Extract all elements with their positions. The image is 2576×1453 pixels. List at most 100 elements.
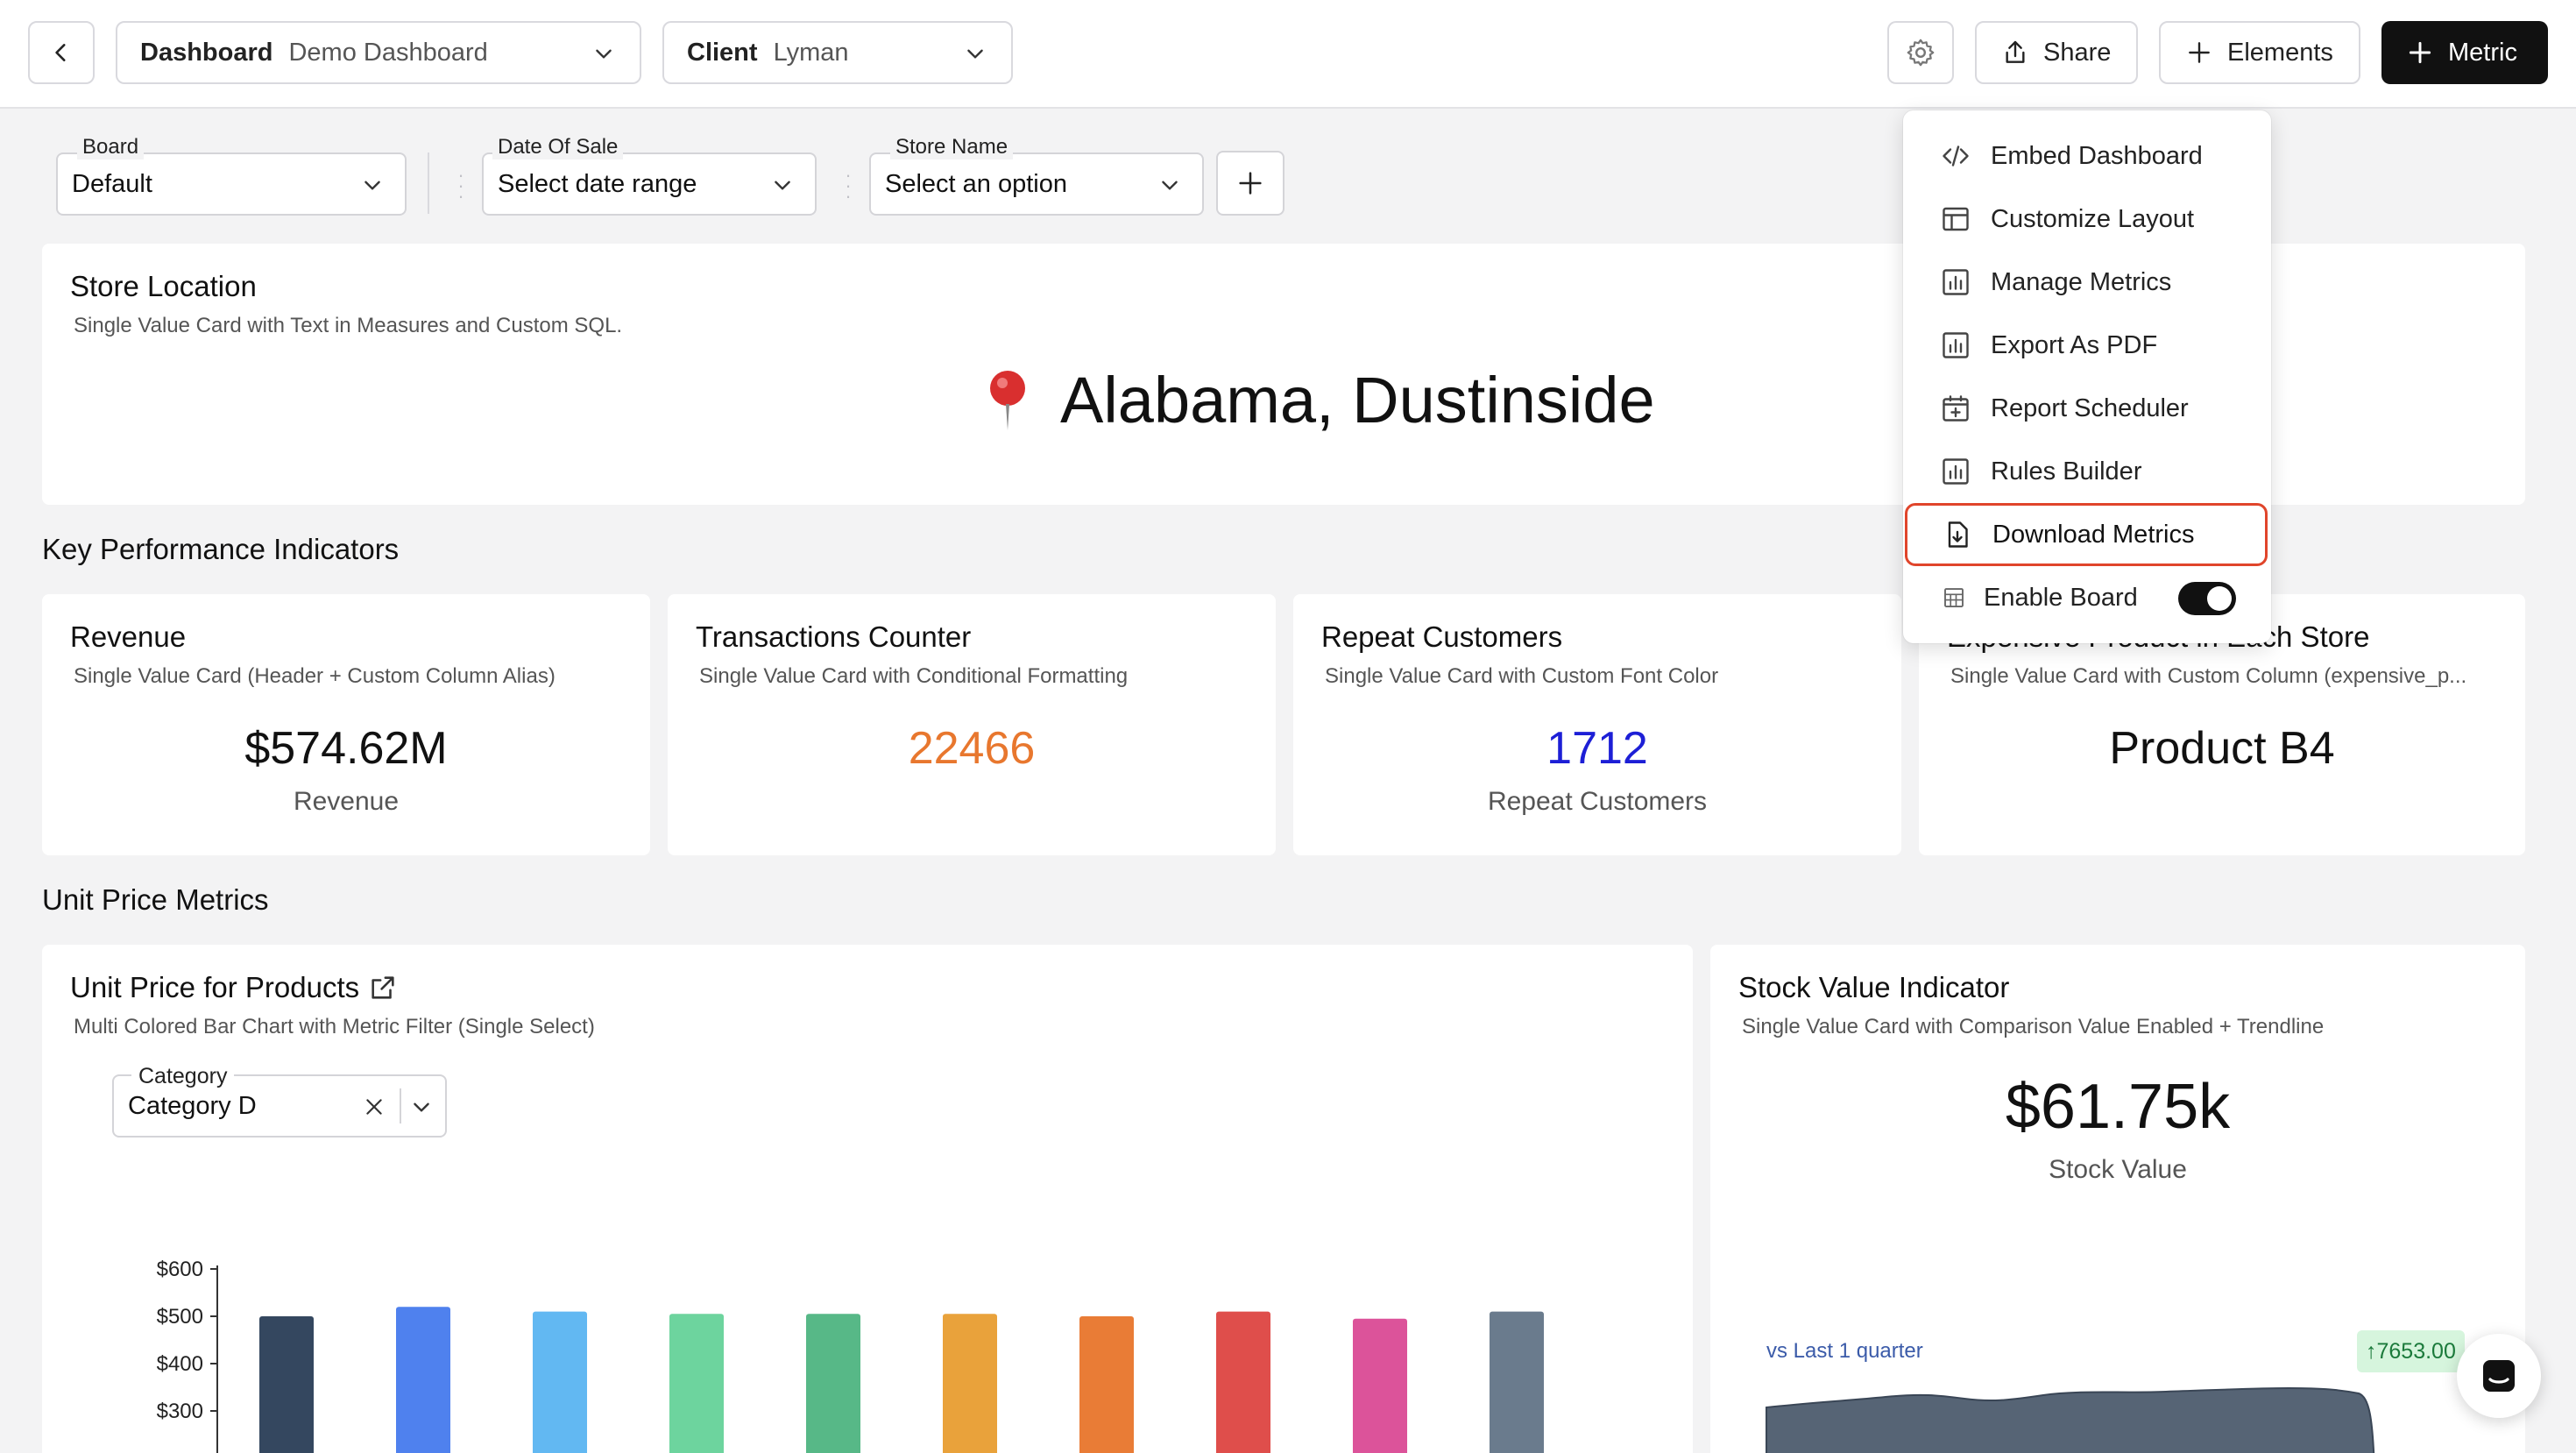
date-of-sale-filter-label: Date Of Sale: [492, 135, 624, 159]
kpi-section-title: Key Performance Indicators: [42, 533, 400, 565]
card-subtitle: Single Value Card with Custom Font Color: [1325, 664, 1719, 688]
top-bar: Dashboard Demo Dashboard Client Lyman Sh…: [0, 0, 2576, 109]
transactions-value: 22466: [908, 723, 1036, 774]
bar[interactable]: [669, 1314, 724, 1453]
store-name-filter-label: Store Name: [890, 135, 1014, 159]
expensive-product-value: Product B4: [2109, 723, 2335, 774]
repeat-customers-card: Repeat Customers Single Value Card with …: [1293, 594, 1901, 855]
code-icon: [1940, 140, 1971, 172]
calendar-plus-icon: [1940, 393, 1971, 424]
add-metric-button[interactable]: Metric: [2381, 21, 2548, 84]
plus-icon: [2409, 41, 2431, 64]
card-title: Stock Value Indicator: [1738, 971, 2010, 1003]
metric-button-label: Metric: [2448, 38, 2517, 67]
transactions-counter-card: Transactions Counter Single Value Card w…: [668, 594, 1276, 855]
chevron-down-icon: [364, 181, 380, 190]
client-select[interactable]: Client Lyman: [662, 21, 1013, 84]
bar[interactable]: [1490, 1311, 1544, 1453]
y-tick-label: $300: [157, 1400, 203, 1423]
card-title-row: Unit Price for Products: [70, 971, 398, 1004]
chat-launcher-button[interactable]: [2457, 1334, 2541, 1418]
delta-badge: ↑7653.00: [2357, 1330, 2465, 1372]
chevron-down-icon: [1162, 181, 1178, 190]
menu-item-embed-dashboard[interactable]: Embed Dashboard: [1903, 124, 2271, 188]
enable-board-toggle[interactable]: [2178, 582, 2236, 615]
plus-icon: [1239, 172, 1262, 195]
add-filter-button[interactable]: [1216, 151, 1284, 216]
stock-value: $61.75k: [2005, 1072, 2231, 1142]
chevron-down-icon[interactable]: [410, 1095, 433, 1118]
card-subtitle: Single Value Card with Conditional Forma…: [699, 664, 1129, 688]
layout-icon: [1940, 203, 1971, 235]
stock-value-label: Stock Value: [2049, 1155, 2187, 1184]
add-elements-button[interactable]: Elements: [2159, 21, 2360, 84]
filter-divider: [428, 152, 429, 214]
card-title: Repeat Customers: [1321, 620, 1563, 653]
category-filter-value: Category D: [128, 1091, 257, 1120]
file-download-icon: [1942, 519, 1973, 550]
menu-item-customize-layout[interactable]: Customize Layout: [1903, 188, 2271, 251]
bar[interactable]: [533, 1311, 587, 1453]
card-title: Unit Price for Products: [70, 971, 360, 1003]
chevron-down-icon: [775, 181, 790, 190]
store-name-filter-value: Select an option: [885, 169, 1067, 198]
unit-price-bar-chart: $600 $500 $400 $300: [157, 1258, 1544, 1453]
chart-icon: [1940, 330, 1971, 361]
card-subtitle: Single Value Card with Text in Measures …: [74, 314, 623, 337]
bar[interactable]: [806, 1314, 860, 1453]
share-button-label: Share: [2043, 38, 2112, 67]
dashboard-select[interactable]: Dashboard Demo Dashboard: [116, 21, 641, 84]
revenue-value: $574.62M: [244, 723, 448, 774]
revenue-card: Revenue Single Value Card (Header + Cust…: [42, 594, 650, 855]
divider: [400, 1088, 401, 1123]
board-filter-label: Board: [77, 135, 145, 159]
board-icon: [1940, 582, 1968, 613]
bar[interactable]: [943, 1314, 997, 1453]
dashboard-select-value: Demo Dashboard: [288, 38, 488, 67]
menu-item-report-scheduler[interactable]: Report Scheduler: [1903, 377, 2271, 440]
unit-price-card: Unit Price for Products Multi Colored Ba…: [42, 945, 1693, 1453]
y-tick-label: $400: [157, 1352, 203, 1376]
card-subtitle: Single Value Card with Comparison Value …: [1742, 1015, 2325, 1038]
share-button[interactable]: Share: [1975, 21, 2138, 84]
location-text: Alabama, Dustinside: [1060, 364, 1655, 436]
store-name-filter[interactable]: Select an option: [869, 152, 1204, 216]
card-subtitle: Single Value Card (Header + Custom Colum…: [74, 664, 556, 688]
date-of-sale-filter-value: Select date range: [498, 169, 697, 198]
menu-item-export-pdf[interactable]: Export As PDF: [1903, 314, 2271, 377]
drag-handle-icon[interactable]: · · ·: [457, 164, 464, 207]
dashboard-options-menu: Embed Dashboard Customize Layout Manage …: [1903, 110, 2271, 643]
back-button[interactable]: [28, 21, 95, 84]
client-select-label: Client: [687, 38, 758, 67]
stock-value-card: Stock Value Indicator Single Value Card …: [1710, 945, 2525, 1453]
bar[interactable]: [259, 1316, 314, 1453]
share-icon: [2006, 40, 2025, 63]
chart-icon: [1940, 266, 1971, 298]
y-tick-label: $600: [157, 1258, 203, 1281]
settings-button[interactable]: [1887, 21, 1954, 84]
card-title: Store Location: [70, 270, 257, 302]
menu-item-label: Export As PDF: [1991, 330, 2158, 359]
menu-item-rules-builder[interactable]: Rules Builder: [1903, 440, 2271, 503]
menu-item-manage-metrics[interactable]: Manage Metrics: [1903, 251, 2271, 314]
category-filter-label: Category: [131, 1064, 235, 1089]
store-location-value: Alabama, Dustinside: [985, 363, 1655, 437]
bar[interactable]: [1216, 1311, 1270, 1453]
scrollbar-track[interactable]: [2557, 110, 2576, 1453]
menu-item-download-metrics[interactable]: Download Metrics: [1905, 503, 2268, 566]
bar[interactable]: [1079, 1316, 1134, 1453]
date-of-sale-filter[interactable]: Select date range: [482, 152, 817, 216]
board-filter[interactable]: Default: [56, 152, 407, 216]
category-filter[interactable]: Category D: [112, 1074, 447, 1138]
repeat-customers-label: Repeat Customers: [1487, 787, 1708, 816]
repeat-customers-value: 1712: [1546, 723, 1648, 774]
clear-icon[interactable]: [363, 1095, 386, 1118]
plus-icon: [2189, 42, 2210, 63]
bar[interactable]: [1353, 1318, 1407, 1453]
drag-handle-icon[interactable]: · · ·: [845, 164, 852, 207]
client-select-value: Lyman: [773, 38, 849, 67]
external-link-icon[interactable]: [368, 973, 398, 1003]
chart-icon: [1940, 456, 1971, 487]
bar[interactable]: [396, 1307, 450, 1453]
menu-item-label: Embed Dashboard: [1991, 141, 2203, 170]
